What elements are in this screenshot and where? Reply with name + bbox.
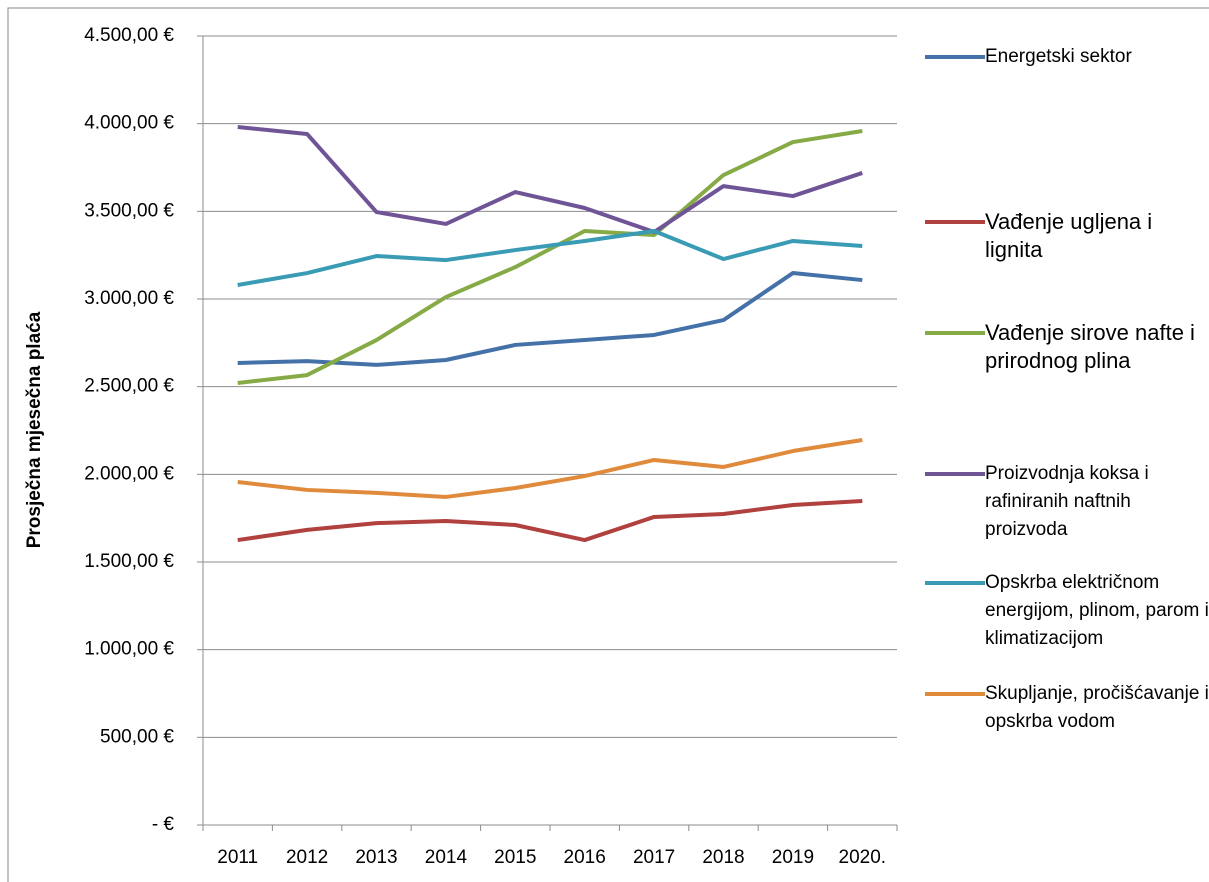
legend-swatch [925, 692, 985, 696]
x-tick-label: 2012 [286, 847, 328, 868]
x-tick-label: 2011 [217, 847, 258, 868]
legend-swatch [925, 331, 985, 335]
legend-item: Proizvodnja koksa i rafiniranih naftnih … [925, 463, 1209, 544]
series-line [237, 125, 863, 235]
y-tick-label: 4.500,00 € [84, 25, 174, 46]
y-tick-label: 1.500,00 € [84, 551, 174, 572]
series-line [237, 271, 863, 367]
legend-item: Skupljanje, pročišćavanje i opskrba vodo… [925, 683, 1209, 736]
series-line [237, 498, 863, 543]
series-line [237, 129, 863, 385]
legend-label: Energetski sektor [985, 46, 1132, 67]
y-tick-label: - € [152, 814, 175, 835]
legend-swatch [925, 581, 985, 585]
y-tick-label: 3.000,00 € [84, 288, 174, 309]
legend-label: Proizvodnja koksa i rafiniranih naftnih … [985, 463, 1149, 540]
legend-swatch [925, 55, 985, 59]
legend-label: Vađenje sirove nafte i prirodnog plina [985, 320, 1195, 373]
y-tick-label: 2.500,00 € [84, 376, 174, 397]
x-tick-label: 2013 [355, 847, 397, 868]
chart-frame [7, 7, 1209, 882]
y-axis-label: Prosječna mjesečna plaća [24, 311, 45, 548]
legend-label: Opskrba električnom energijom, plinom, p… [985, 572, 1209, 649]
legend-swatch [925, 220, 985, 224]
x-tick-label: 2016 [564, 847, 606, 868]
x-tick-label: 2020. [839, 847, 887, 868]
y-tick-label: 1.000,00 € [84, 639, 174, 660]
y-tick-label: 2.000,00 € [84, 463, 174, 484]
series-line [237, 437, 863, 499]
legend-label: Vađenje ugljena i lignita [985, 209, 1153, 262]
legend-item: Opskrba električnom energijom, plinom, p… [925, 572, 1209, 653]
x-tick-label: 2019 [772, 847, 814, 868]
y-tick-label: 500,00 € [100, 726, 174, 747]
x-tick-label: 2018 [702, 847, 744, 868]
legend-swatch [925, 472, 985, 476]
series-line [237, 228, 863, 287]
x-tick-label: 2014 [425, 847, 468, 868]
y-tick-label: 3.500,00 € [84, 200, 174, 221]
y-tick-label: 4.000,00 € [84, 113, 174, 134]
legend-label: Skupljanje, pročišćavanje i opskrba vodo… [985, 683, 1209, 732]
legend-item: Energetski sektor [925, 46, 1209, 71]
x-tick-label: 2017 [633, 847, 675, 868]
legend-item: Vađenje ugljena i lignita [925, 209, 1209, 264]
x-tick-label: 2015 [494, 847, 536, 868]
legend-item: Vađenje sirove nafte i prirodnog plina [925, 320, 1209, 375]
